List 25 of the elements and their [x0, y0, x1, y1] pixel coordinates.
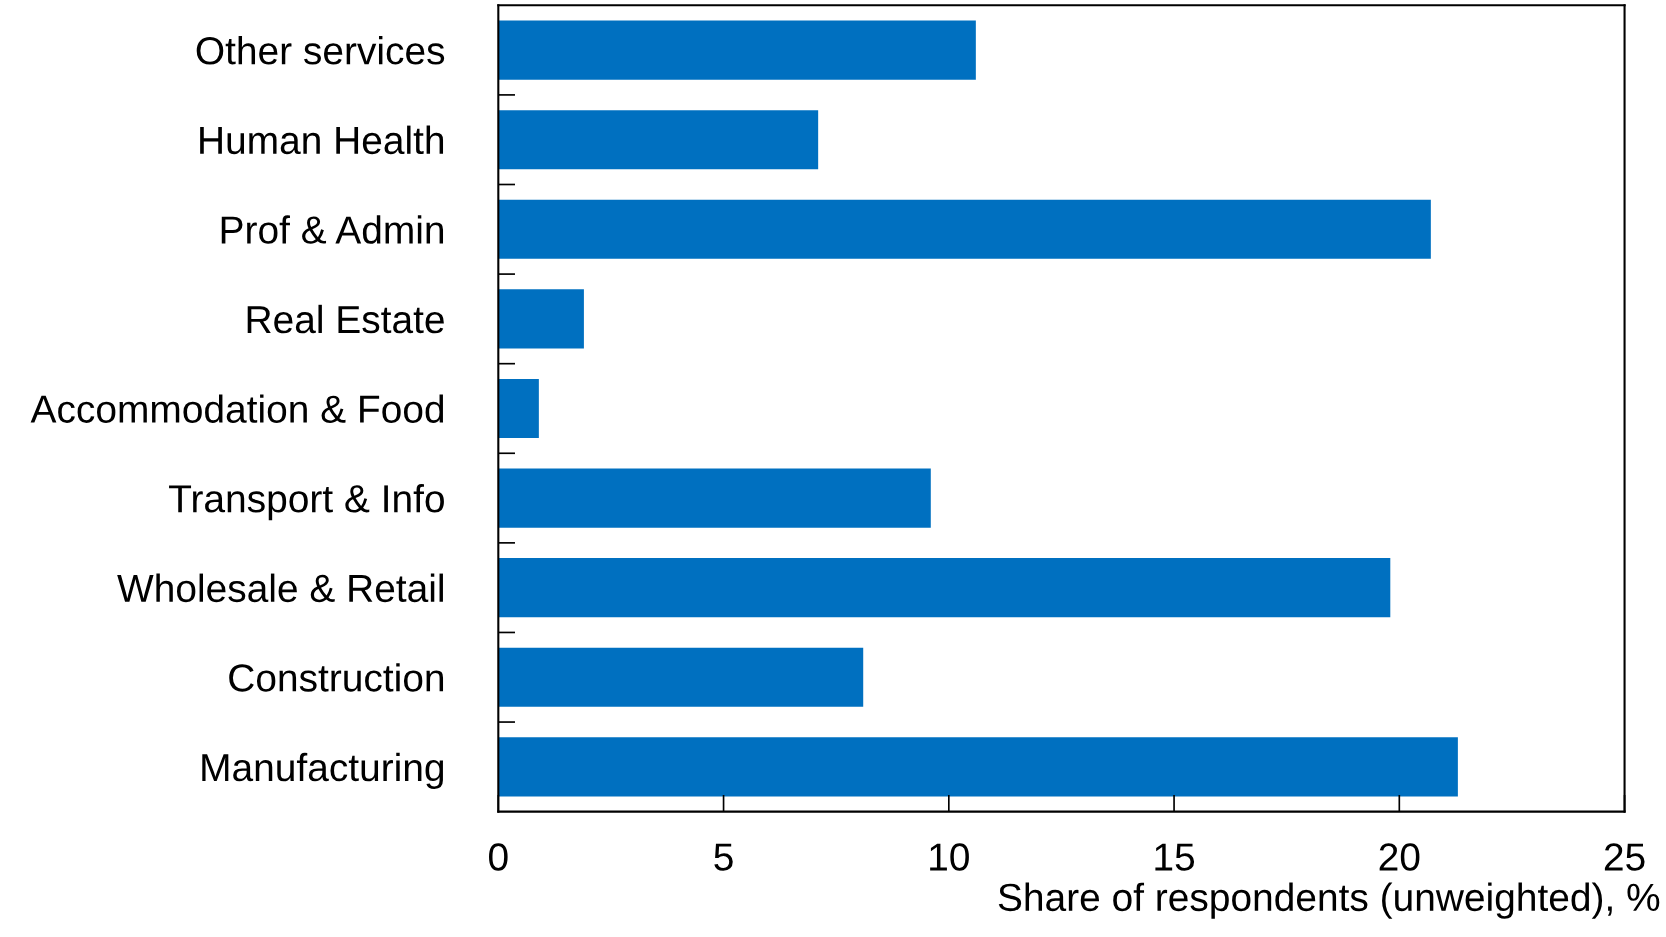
bar — [498, 737, 1458, 797]
y-tick-label: Construction — [229, 663, 444, 692]
x-tick-label: 0 — [489, 843, 508, 871]
y-tick-label: Real Estate — [247, 304, 444, 334]
y-tick-label: Human Health — [200, 125, 444, 155]
x-tick-label: 15 — [1155, 843, 1195, 871]
x-axis-title: Share of respondents (unweighted), % — [998, 882, 1660, 919]
x-tick-label: 5 — [714, 843, 733, 871]
y-tick-label: Wholesale & Retail — [117, 573, 443, 603]
y-tick-label: Other services — [196, 36, 445, 65]
bar — [498, 558, 1391, 618]
bar — [498, 289, 584, 349]
bar — [498, 199, 1431, 259]
bar — [498, 468, 931, 528]
x-tick-label: 20 — [1379, 843, 1420, 871]
y-tick-label: Accommodation & Food — [30, 394, 444, 423]
bar — [498, 110, 819, 170]
bar — [498, 20, 976, 80]
x-tick-label: 10 — [930, 843, 969, 871]
bar — [498, 647, 864, 707]
bar — [498, 378, 539, 439]
y-tick-label: Transport & Info — [169, 484, 444, 521]
x-tick-label: 25 — [1604, 843, 1645, 871]
y-tick-label: Prof & Admin — [221, 215, 444, 244]
y-tick-label: Manufacturing — [202, 752, 444, 790]
